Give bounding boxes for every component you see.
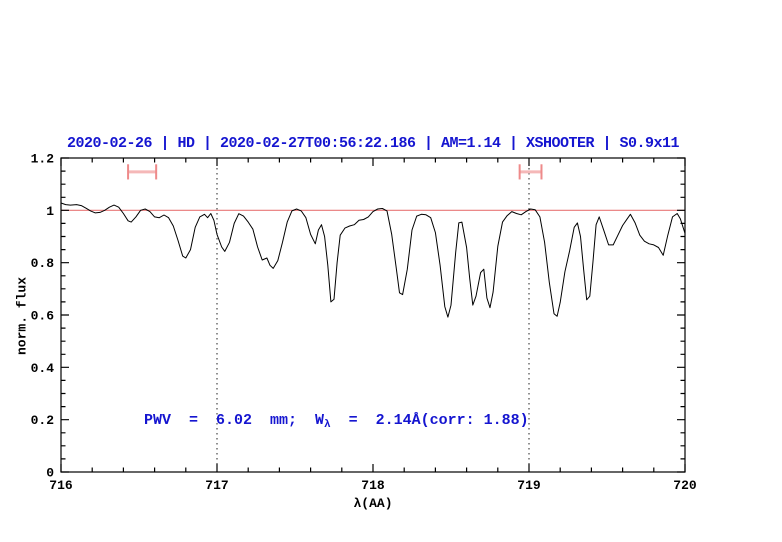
band-marker — [127, 164, 158, 180]
spectrum-polyline — [60, 202, 686, 318]
y-tick-label: 0 — [46, 466, 54, 481]
tick-marks — [60, 157, 686, 473]
spectrum-line — [60, 202, 686, 318]
x-axis-label: λ(AA) — [353, 496, 393, 511]
band-marker — [518, 164, 543, 180]
y-tick-label: 0.6 — [31, 309, 55, 324]
y-tick-label: 0.8 — [31, 256, 55, 271]
pwv-annotation: PWV = 6.02 mm; Wλ = 2.14Å(corr: 1.88) — [144, 412, 529, 431]
x-tick-label: 720 — [673, 478, 697, 493]
plot-title: 2020-02-26 | HD | 2020-02-27T00:56:22.18… — [66, 135, 680, 152]
y-axis-label: norm. flux — [14, 276, 30, 356]
annotation-text-pre: PWV = 6.02 mm; W — [144, 412, 325, 429]
x-tick-label: 718 — [361, 478, 385, 493]
y-tick-label: 1.2 — [31, 152, 55, 167]
y-tick-label: 0.2 — [31, 413, 55, 428]
x-tick-label: 717 — [205, 478, 228, 493]
annotation-lambda-subscript: λ — [324, 419, 331, 431]
y-tick-label: 1 — [46, 204, 54, 219]
x-tick-label: 719 — [517, 478, 541, 493]
band-range-markers — [127, 164, 543, 180]
annotation-text-post: = 2.14Å(corr: 1.88) — [330, 412, 529, 429]
y-tick-label: 0.4 — [31, 361, 55, 376]
tick-labels: 716 717 718 719 720 0 0.2 0.4 0.6 0.8 1 1.2 — [31, 152, 697, 494]
axis-ticks — [60, 157, 686, 473]
x-tick-label: 716 — [49, 478, 73, 493]
